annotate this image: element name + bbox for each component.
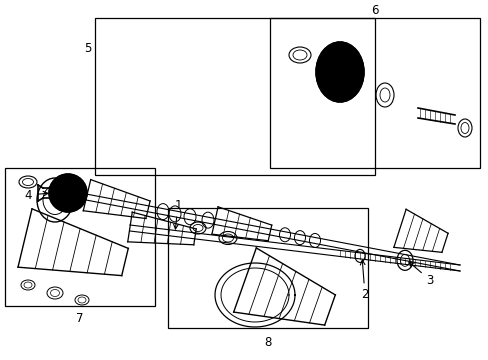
Ellipse shape bbox=[59, 179, 64, 184]
Text: 1: 1 bbox=[173, 198, 182, 229]
Ellipse shape bbox=[72, 179, 77, 184]
Text: 4: 4 bbox=[24, 189, 48, 202]
Bar bbox=[168, 208, 367, 328]
Bar bbox=[95, 18, 374, 175]
Ellipse shape bbox=[315, 42, 363, 102]
Text: 2: 2 bbox=[360, 260, 368, 302]
Ellipse shape bbox=[59, 202, 64, 207]
Ellipse shape bbox=[72, 202, 77, 207]
Bar bbox=[269, 18, 479, 168]
Ellipse shape bbox=[49, 174, 87, 212]
Text: 5: 5 bbox=[84, 41, 92, 54]
Text: 3: 3 bbox=[408, 262, 433, 287]
Bar bbox=[5, 168, 155, 306]
Text: 8: 8 bbox=[264, 336, 271, 348]
Text: 6: 6 bbox=[370, 4, 378, 17]
Text: 7: 7 bbox=[76, 311, 83, 324]
Ellipse shape bbox=[79, 190, 83, 195]
Ellipse shape bbox=[52, 190, 58, 195]
